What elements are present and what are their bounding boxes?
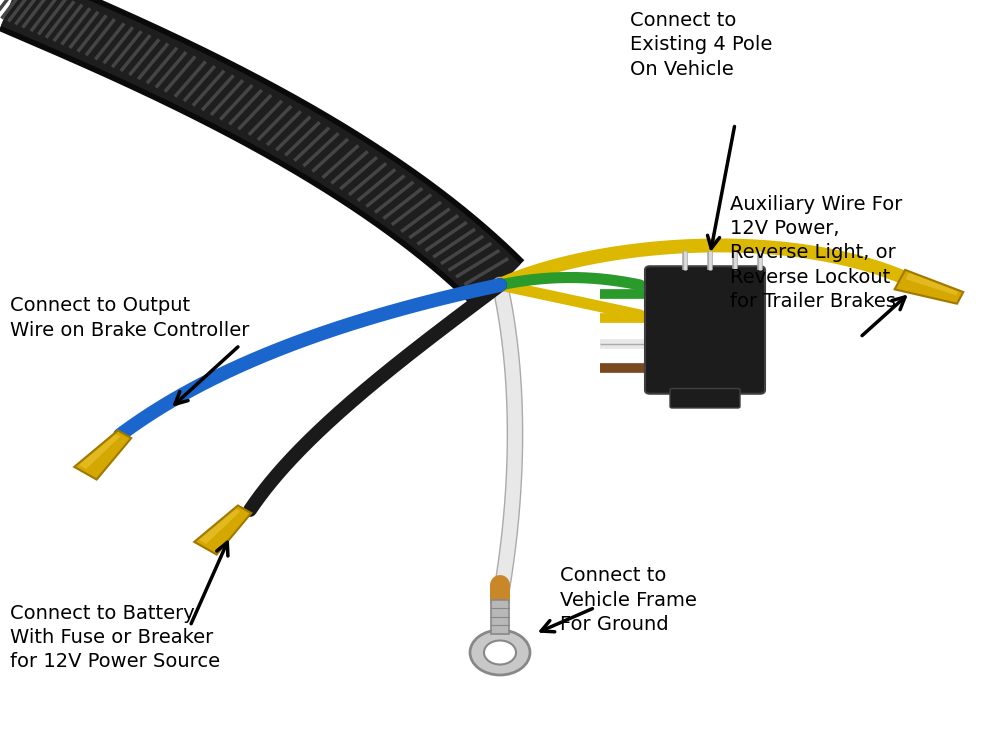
Circle shape	[484, 640, 516, 664]
Bar	[491, 600, 509, 634]
FancyBboxPatch shape	[670, 388, 740, 408]
Text: Auxiliary Wire For
12V Power,
Reverse Light, or
Reverse Lockout
for Trailer Brak: Auxiliary Wire For 12V Power, Reverse Li…	[730, 195, 902, 311]
Circle shape	[470, 630, 530, 675]
Polygon shape	[74, 430, 131, 479]
Polygon shape	[895, 270, 963, 304]
Text: Connect to
Vehicle Frame
For Ground: Connect to Vehicle Frame For Ground	[560, 566, 697, 634]
Polygon shape	[199, 509, 240, 544]
Text: Connect to Battery
With Fuse or Breaker
for 12V Power Source: Connect to Battery With Fuse or Breaker …	[10, 604, 220, 671]
Polygon shape	[194, 506, 251, 554]
Text: Connect to
Existing 4 Pole
On Vehicle: Connect to Existing 4 Pole On Vehicle	[630, 11, 772, 79]
Text: Connect to Output
Wire on Brake Controller: Connect to Output Wire on Brake Controll…	[10, 296, 249, 340]
Polygon shape	[906, 273, 958, 296]
Polygon shape	[79, 434, 120, 469]
FancyBboxPatch shape	[645, 266, 765, 394]
